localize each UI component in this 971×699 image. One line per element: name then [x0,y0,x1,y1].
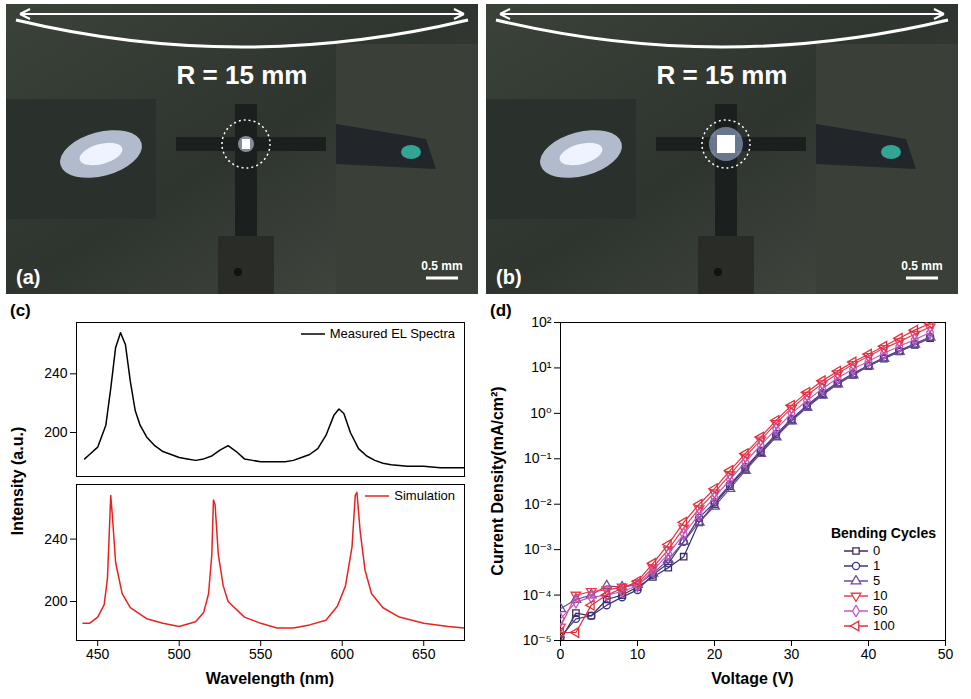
svg-text:0: 0 [557,646,565,662]
svg-text:10⁻¹: 10⁻¹ [524,450,552,466]
html-text:10: 10 [873,588,888,603]
svg-text:240: 240 [44,365,68,381]
svg-text:10⁻⁵: 10⁻⁵ [523,632,552,648]
html-text:Bending Cycles: Bending Cycles [831,525,936,541]
svg-text:240: 240 [44,531,68,547]
svg-text:Intensity (a.u.): Intensity (a.u.) [9,427,26,535]
svg-text:650: 650 [412,646,436,662]
svg-text:10⁰: 10⁰ [530,405,552,421]
html-text:0: 0 [873,543,881,558]
svg-text:40: 40 [861,646,877,662]
svg-text:R = 15 mm: R = 15 mm [657,60,788,90]
html-text:Wavelength (nm): Wavelength (nm) [205,670,335,687]
svg-text:(a): (a) [16,266,40,288]
html-text:(d): (d) [490,301,512,320]
svg-text:10⁻⁴: 10⁻⁴ [523,587,552,603]
svg-text:20: 20 [707,646,723,662]
html-text:Simulation: Simulation [394,488,455,503]
html-text:(c): (c) [10,301,31,320]
svg-text:10⁻³: 10⁻³ [524,541,552,557]
svg-text:200: 200 [44,424,68,440]
svg-text:500: 500 [168,646,192,662]
svg-text:10⁻²: 10⁻² [524,496,552,512]
html-text:1: 1 [873,558,881,573]
svg-text:(b): (b) [496,266,522,288]
svg-text:600: 600 [331,646,355,662]
svg-text:450: 450 [86,646,110,662]
svg-text:200: 200 [44,593,68,609]
svg-text:Current Density(mA/cm²): Current Density(mA/cm²) [489,386,506,575]
svg-text:30: 30 [784,646,800,662]
svg-text:0.5 mm: 0.5 mm [901,259,942,273]
html-text:50: 50 [873,603,888,618]
svg-text:550: 550 [249,646,273,662]
svg-text:50: 50 [938,646,954,662]
svg-text:10¹: 10¹ [531,359,552,375]
html-text:Voltage (V): Voltage (V) [711,670,794,687]
svg-text:R = 15 mm: R = 15 mm [177,60,308,90]
svg-text:10: 10 [630,646,646,662]
html-text:Measured EL Spectra: Measured EL Spectra [329,326,455,341]
svg-text:10²: 10² [531,314,552,330]
svg-text:0.5 mm: 0.5 mm [421,259,462,273]
html-text:100: 100 [873,618,895,633]
html-text:5: 5 [873,573,881,588]
